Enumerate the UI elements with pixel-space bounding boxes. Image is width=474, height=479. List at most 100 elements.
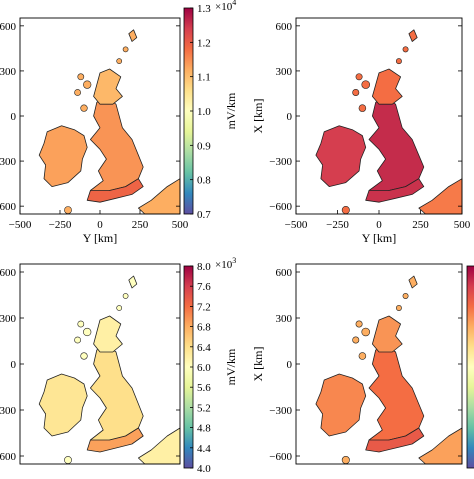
small-island	[77, 320, 85, 328]
small-island	[74, 89, 81, 96]
y-tick-label: 600	[276, 21, 293, 33]
y-tick-label: 300	[0, 313, 17, 325]
colorbar-tick-label: 6.8	[197, 322, 211, 334]
colorbar-tick-label: 8.0	[197, 261, 211, 273]
continent-landmass	[138, 427, 181, 465]
small-island	[64, 206, 72, 214]
y-tick-label: −300	[269, 156, 292, 168]
small-island	[361, 327, 371, 337]
small-island	[83, 80, 92, 89]
colorbar-tick-label: 1.0	[197, 106, 211, 118]
x-tick-label: 500	[172, 219, 189, 231]
y-axis-label: X [km]	[251, 347, 265, 382]
colorbar-tick-label: 4.4	[197, 443, 211, 455]
colorbar-top-left: 1.3 1.2 1.1 1.0 0.9 0.8 0.7 ×104 mV/km	[183, 0, 238, 221]
x-axis-label: Y [km]	[362, 231, 397, 245]
x-tick-label: −250	[49, 219, 72, 231]
map-panel-bottom-right: 600 300 0 −300 −600 X [km]	[251, 263, 463, 465]
y-tick-label: 0	[11, 359, 17, 371]
colorbar-tick-label: 7.2	[197, 301, 211, 313]
scotland-landmass	[372, 315, 403, 353]
y-tick-label: −300	[269, 405, 292, 417]
small-island	[116, 58, 123, 64]
y-tick-label: −600	[0, 201, 16, 213]
map-panel-top-right: 600 300 0 −300 −600 −500 −250 0 250 500 Y [km] X [k…	[251, 17, 471, 245]
x-tick-label: −250	[326, 219, 349, 231]
map-panel-bottom-left: 600 300 0 −300 −600	[0, 263, 181, 465]
small-island	[352, 88, 360, 96]
y-tick-label: 600	[0, 21, 17, 33]
colorbar-tick-label: 1.1	[197, 72, 211, 84]
small-island	[80, 352, 88, 360]
y-tick-label: 0	[287, 359, 293, 371]
ireland-landmass	[38, 125, 88, 187]
x-tick-label: 0	[376, 219, 382, 231]
colorbar-tick-label: 4.8	[197, 423, 211, 435]
islands-landmass	[128, 29, 138, 42]
small-island	[361, 80, 371, 89]
colorbar-tick-label: 6.0	[197, 362, 211, 374]
colorbar-exponent: ×103	[215, 256, 236, 271]
small-island	[355, 320, 363, 328]
colorbar-unit-label: mV/km	[224, 348, 238, 385]
small-island	[341, 455, 350, 465]
colorbar-tick-label: 0.7	[197, 209, 211, 221]
islands-landmass	[408, 275, 418, 289]
y-tick-label: 600	[276, 267, 293, 279]
south-landmass	[86, 427, 144, 453]
islands-landmass	[408, 29, 418, 42]
small-island	[64, 456, 72, 464]
small-island	[402, 46, 409, 53]
x-tick-label: 250	[132, 219, 149, 231]
colorbar-tick-label: 5.2	[197, 402, 211, 414]
small-island	[74, 336, 81, 344]
small-island	[122, 293, 129, 299]
colorbar-tick-label: 6.4	[197, 342, 211, 354]
continent-landmass	[418, 178, 463, 215]
islands-landmass	[128, 275, 138, 289]
y-tick-label: 0	[11, 111, 17, 123]
colorbar-exponent: ×104	[215, 0, 236, 13]
small-island	[395, 58, 402, 65]
south-landmass	[365, 178, 425, 203]
small-island	[80, 104, 88, 112]
small-island	[402, 293, 409, 299]
y-tick-label: −300	[0, 405, 16, 417]
colorbar-tick-label: 5.6	[197, 382, 211, 394]
colorbar-unit-label: mV/km	[224, 92, 238, 129]
x-tick-label: 500	[454, 219, 471, 231]
colorbar-tick-label: 4.0	[197, 463, 211, 474]
x-tick-label: 250	[412, 219, 429, 231]
y-tick-label: −600	[269, 201, 292, 213]
ireland-landmass	[38, 373, 88, 437]
colorbar-exponent-power: 3	[232, 256, 236, 265]
colorbar-tick-label: 0.9	[197, 140, 211, 152]
y-tick-label: 300	[0, 66, 17, 78]
colorbar-tick-label: 1.3	[197, 3, 211, 15]
small-island	[358, 352, 367, 360]
ireland-landmass	[315, 373, 367, 437]
scotland-landmass	[93, 315, 123, 353]
colorbar-bottom-right-cropped	[466, 265, 474, 469]
x-axis-label: Y [km]	[83, 231, 118, 245]
colorbar-tick-label: 7.6	[197, 281, 211, 293]
continent-landmass	[138, 178, 181, 215]
scotland-landmass	[93, 68, 123, 105]
y-tick-label: 300	[276, 313, 293, 325]
south-landmass	[365, 427, 425, 453]
ireland-landmass	[315, 125, 367, 187]
small-island	[341, 206, 350, 215]
colorbar-tick-label: 1.2	[197, 37, 211, 49]
continent-landmass	[418, 427, 463, 465]
x-tick-label: −500	[9, 219, 32, 231]
small-island	[352, 336, 360, 344]
small-island	[395, 305, 402, 311]
colorbar-exponent-power: 4	[232, 0, 236, 7]
y-tick-label: 0	[287, 111, 293, 123]
map-panel-top-left: 600 300 0 −300 −600 −500 −250 0 250 500 Y [km]	[0, 17, 189, 245]
small-island	[83, 327, 92, 337]
small-island	[358, 104, 367, 112]
scotland-landmass	[372, 68, 403, 105]
colorbar-bottom-left: 8.0 7.6 7.2 6.8 6.4 6.0 5.6 5.2 4.8 4.4 4.0 ×103 mV/…	[183, 256, 238, 475]
